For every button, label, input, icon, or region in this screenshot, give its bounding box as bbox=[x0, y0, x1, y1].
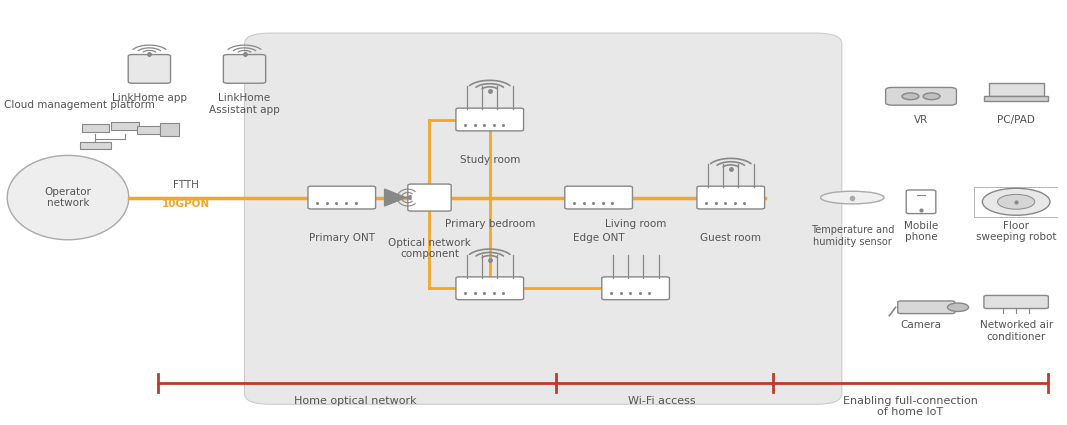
Text: Enabling full-connection
of home IoT: Enabling full-connection of home IoT bbox=[843, 396, 977, 417]
FancyBboxPatch shape bbox=[82, 124, 109, 132]
FancyBboxPatch shape bbox=[564, 186, 633, 209]
Circle shape bbox=[983, 188, 1050, 215]
FancyBboxPatch shape bbox=[906, 190, 936, 214]
Text: LinkHome
Assistant app: LinkHome Assistant app bbox=[209, 94, 280, 115]
FancyBboxPatch shape bbox=[989, 83, 1044, 96]
Text: 10GPON: 10GPON bbox=[162, 199, 210, 209]
FancyBboxPatch shape bbox=[223, 54, 266, 83]
FancyBboxPatch shape bbox=[111, 122, 139, 130]
FancyBboxPatch shape bbox=[244, 33, 842, 404]
FancyBboxPatch shape bbox=[80, 142, 111, 150]
Circle shape bbox=[998, 194, 1035, 209]
Text: Edge ONT: Edge ONT bbox=[573, 233, 624, 244]
FancyBboxPatch shape bbox=[160, 123, 179, 136]
FancyBboxPatch shape bbox=[128, 54, 171, 83]
Text: Operator
network: Operator network bbox=[45, 187, 92, 208]
FancyBboxPatch shape bbox=[408, 184, 451, 211]
Ellipse shape bbox=[7, 156, 129, 240]
Text: Floor
sweeping robot: Floor sweeping robot bbox=[976, 221, 1056, 242]
FancyBboxPatch shape bbox=[984, 295, 1049, 309]
Text: Home optical network: Home optical network bbox=[294, 396, 417, 406]
Text: Networked air
conditioner: Networked air conditioner bbox=[980, 320, 1053, 342]
Text: FTTH: FTTH bbox=[174, 180, 200, 190]
Text: PC/PAD: PC/PAD bbox=[998, 115, 1035, 125]
Text: Camera: Camera bbox=[901, 320, 941, 330]
Text: Optical network
component: Optical network component bbox=[388, 238, 471, 259]
Text: Cloud management platform: Cloud management platform bbox=[3, 100, 155, 110]
Text: Primary ONT: Primary ONT bbox=[308, 233, 375, 244]
Ellipse shape bbox=[821, 191, 885, 204]
Text: Mobile
phone: Mobile phone bbox=[904, 221, 938, 242]
Text: VR: VR bbox=[914, 115, 928, 125]
Text: LinkHome app: LinkHome app bbox=[112, 94, 187, 103]
FancyBboxPatch shape bbox=[974, 187, 1058, 217]
FancyBboxPatch shape bbox=[456, 108, 524, 131]
Polygon shape bbox=[384, 189, 411, 206]
Text: Living room: Living room bbox=[605, 219, 666, 229]
Circle shape bbox=[902, 93, 919, 100]
FancyBboxPatch shape bbox=[137, 126, 164, 134]
Circle shape bbox=[947, 303, 969, 312]
FancyBboxPatch shape bbox=[308, 186, 376, 209]
Text: Guest room: Guest room bbox=[700, 233, 761, 244]
FancyBboxPatch shape bbox=[985, 96, 1048, 101]
Text: Wi-Fi access: Wi-Fi access bbox=[628, 396, 696, 406]
FancyBboxPatch shape bbox=[697, 186, 765, 209]
FancyBboxPatch shape bbox=[602, 277, 669, 300]
Text: Temperature and
humidity sensor: Temperature and humidity sensor bbox=[811, 225, 894, 246]
FancyBboxPatch shape bbox=[886, 88, 956, 105]
Text: Primary bedroom: Primary bedroom bbox=[445, 219, 535, 229]
Text: Study room: Study room bbox=[460, 156, 520, 165]
FancyBboxPatch shape bbox=[456, 277, 524, 300]
Circle shape bbox=[923, 93, 940, 100]
FancyBboxPatch shape bbox=[897, 301, 955, 314]
